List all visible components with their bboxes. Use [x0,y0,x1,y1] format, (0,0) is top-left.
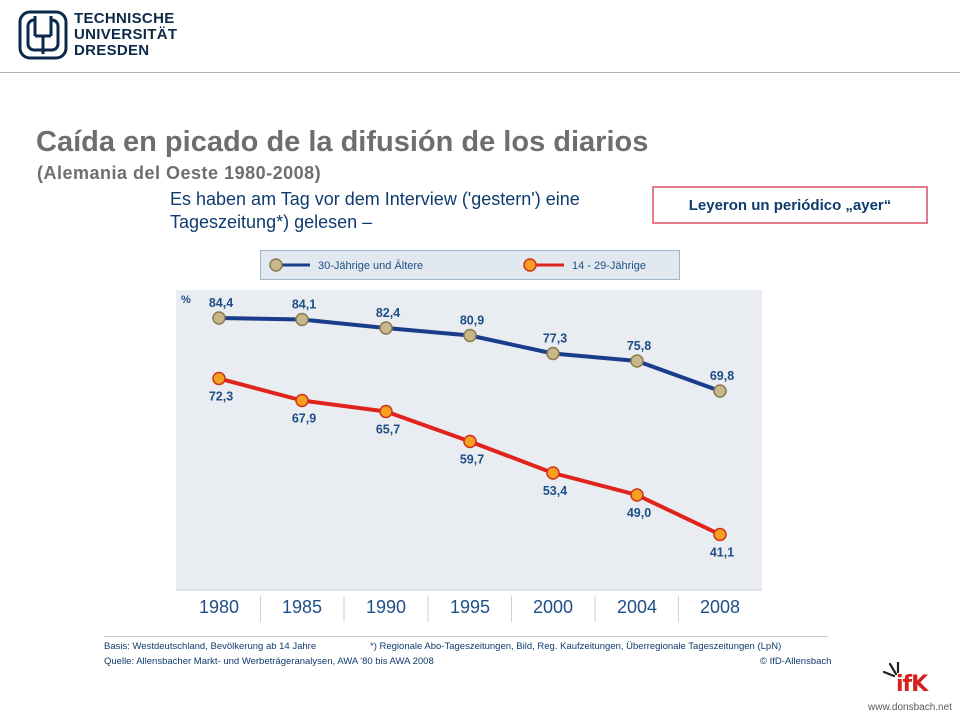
chart-legend [260,250,680,280]
data-label: 82,4 [376,306,400,320]
footer-basis: Basis: Westdeutschland, Bevölkerung ab 1… [104,641,317,652]
data-point [379,404,393,419]
tu-dresden-logo: TECHNISCHE UNIVERSITÄT DRESDEN [18,10,178,60]
data-label: 80,9 [460,314,484,328]
tu-dresden-emblem-icon [18,10,68,60]
x-tick-label: 2000 [533,597,573,617]
logo-line-2: UNIVERSITÄT [74,26,178,43]
legend-label: 30-Jährige und Ältere [318,260,423,272]
data-label: 84,4 [209,296,233,310]
data-point [295,393,309,408]
footer-note: *) Regionale Abo-Tageszeitungen, Bild, R… [370,641,782,652]
legend-swatch-marker [269,258,283,272]
x-tick-label: 2008 [700,597,740,617]
data-point [212,311,226,325]
x-tick-label: 1990 [366,597,406,617]
legend-items: 30-Jährige und Ältere 14 - 29-Jährige [269,258,646,272]
data-point [379,321,393,335]
data-point [713,384,727,398]
data-point [630,488,644,502]
ifk-logo: ifK [878,662,948,700]
x-tick-label: 1995 [450,597,490,617]
data-label: 84,1 [292,298,316,312]
data-label: 53,4 [543,484,567,498]
data-label: 59,7 [460,453,484,467]
data-point [546,466,560,480]
x-axis-ticks: 1980 1985 1990 1995 2000 2004 2008 [199,596,740,622]
x-tick-label: 1980 [199,597,239,617]
ifk-rays-icon [882,662,900,678]
data-point [463,328,477,343]
data-point [295,312,309,327]
data-label: 65,7 [376,423,400,437]
data-label: 72,3 [209,390,233,404]
legend-label: 14 - 29-Jährige [572,260,646,272]
x-tick-label: 2004 [617,597,657,617]
slide-subtitle: (Alemania del Oeste 1980-2008) [37,163,322,183]
legend-swatch-marker [523,258,537,272]
data-point [546,346,560,361]
footer-copyright: © IfD-Allensbach [760,656,832,667]
data-label: 67,9 [292,412,316,426]
header-divider [0,72,960,73]
logo-line-1: TECHNISCHE [74,10,175,27]
data-label: 75,8 [627,339,651,353]
ifk-wordmark: ifK [896,672,928,697]
data-point [212,371,226,386]
footer-divider [104,636,828,637]
x-tick-label: 1985 [282,597,322,617]
series-layer: 84,4 84,1 82,4 80,9 77,3 75,8 69,8 72,3 67,9 65,7… [209,296,734,560]
data-point [713,527,727,542]
data-point [463,434,477,449]
callout-box: Leyeron un periódico „ayer“ [652,186,928,224]
slide-title: Caída en picado de la difusión de los di… [36,126,649,158]
footer-source: Quelle: Allensbacher Markt- und Werbeträ… [104,656,434,667]
data-label: 69,8 [710,369,734,383]
data-label: 77,3 [543,332,567,346]
chart-intro-line-2: Tageszeitung*) gelesen – [170,212,373,232]
tu-dresden-wordmark: TECHNISCHE UNIVERSITÄT DRESDEN [74,11,177,59]
data-label: 41,1 [710,546,734,560]
site-url: www.donsbach.net [868,702,952,713]
chart-intro: Es haben am Tag vor dem Interview ('gest… [170,188,580,234]
y-unit-label: % [181,294,191,306]
logo-line-3: DRESDEN [74,42,150,59]
chart-intro-line-1: Es haben am Tag vor dem Interview ('gest… [170,189,580,209]
data-point [630,354,644,368]
data-label: 49,0 [627,506,651,520]
